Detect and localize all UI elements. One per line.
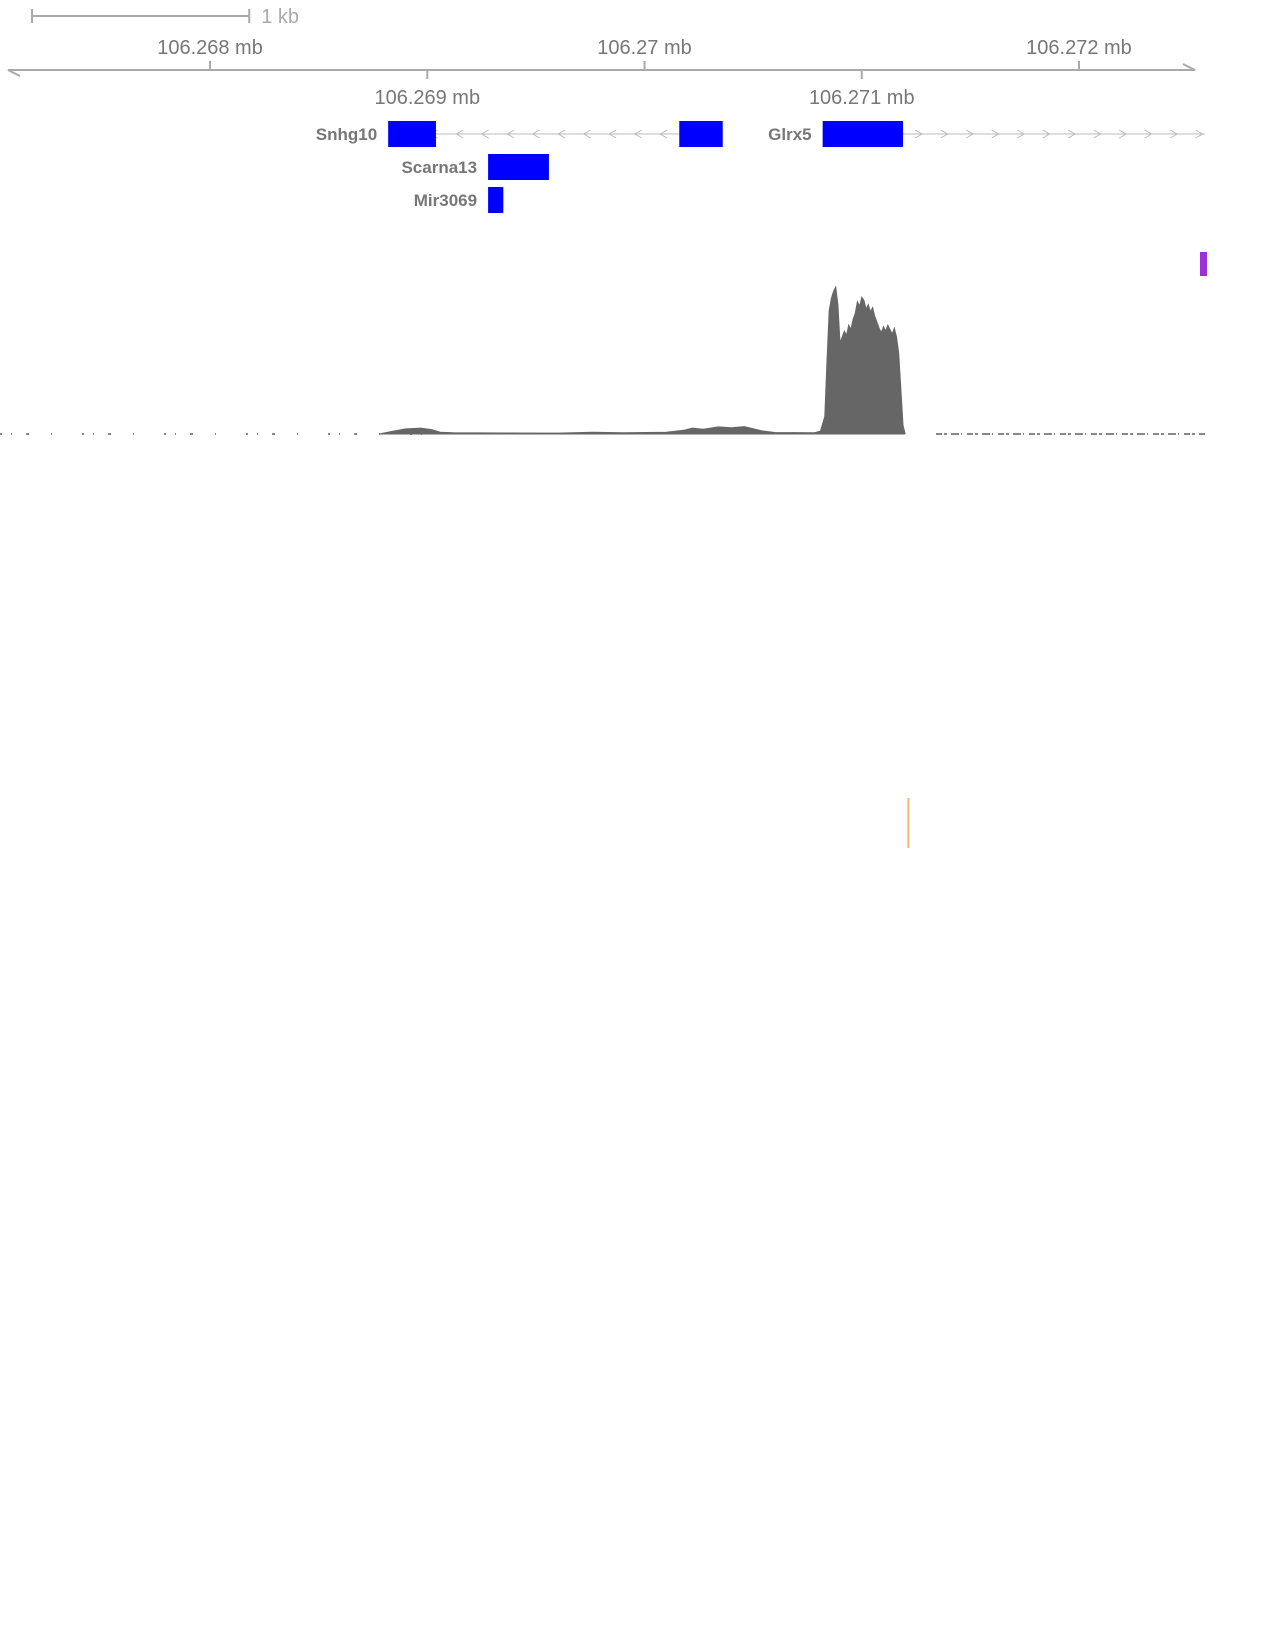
strand-chevron — [1042, 129, 1051, 139]
marker-track — [907, 252, 1207, 848]
strand-chevron — [633, 129, 642, 139]
scale-bar-label: 1 kb — [261, 6, 299, 28]
gene-exon — [488, 187, 504, 213]
gene-glrx5: Glrx5 — [768, 121, 1205, 147]
strand-chevron — [965, 129, 975, 139]
strand-chevron — [557, 129, 566, 139]
signal-track — [0, 285, 1205, 435]
axis-arrow-right — [1182, 63, 1196, 71]
strand-chevron — [1169, 129, 1179, 139]
gene-label: Mir3069 — [414, 191, 477, 210]
gene-snhg10: Snhg10 — [316, 121, 723, 147]
strand-chevron — [1195, 129, 1204, 139]
axis-tick-label: 106.269 mb — [374, 87, 480, 109]
strand-chevron — [506, 129, 515, 139]
genome-axis: 106.268 mb 106.27 mb 106.272 mb 106.269 mb 1… — [7, 37, 1196, 109]
strand-chevron — [582, 129, 591, 139]
scale-bar: 1 kb — [31, 6, 299, 28]
gene-label: Scarna13 — [401, 158, 477, 177]
gene-exon — [679, 121, 723, 147]
axis-tick-label: 106.271 mb — [809, 87, 915, 109]
strand-chevron — [1144, 129, 1153, 139]
gene-exon — [488, 154, 549, 180]
strand-chevron — [991, 129, 1000, 139]
gene-track: Snhg10 Glrx5 Scarna13 Mir3069 — [316, 121, 1205, 213]
gene-exon — [822, 121, 904, 147]
gene-mir3069: Mir3069 — [414, 187, 504, 213]
strand-chevron — [1016, 129, 1026, 139]
gene-label: Snhg10 — [316, 125, 377, 144]
purple-marker — [1200, 252, 1207, 276]
axis-tick-label: 106.27 mb — [597, 37, 692, 59]
axis-arrow-left — [7, 69, 21, 77]
signal-area — [379, 285, 906, 435]
axis-tick-label: 106.272 mb — [1026, 37, 1132, 59]
strand-chevron — [659, 129, 668, 139]
strand-chevron — [1067, 129, 1077, 139]
strand-chevron — [455, 129, 464, 139]
strand-chevron — [1093, 129, 1102, 139]
gene-exon — [388, 121, 436, 147]
gene-scarna13: Scarna13 — [401, 154, 549, 180]
strand-chevron — [480, 129, 489, 139]
strand-chevron — [914, 129, 924, 139]
axis-tick-label: 106.268 mb — [157, 37, 263, 59]
strand-chevron — [940, 129, 949, 139]
strand-chevron — [608, 129, 617, 139]
strand-chevron — [531, 129, 540, 139]
gene-label: Glrx5 — [768, 125, 811, 144]
orange-marker — [907, 798, 910, 848]
strand-chevron — [1118, 129, 1128, 139]
